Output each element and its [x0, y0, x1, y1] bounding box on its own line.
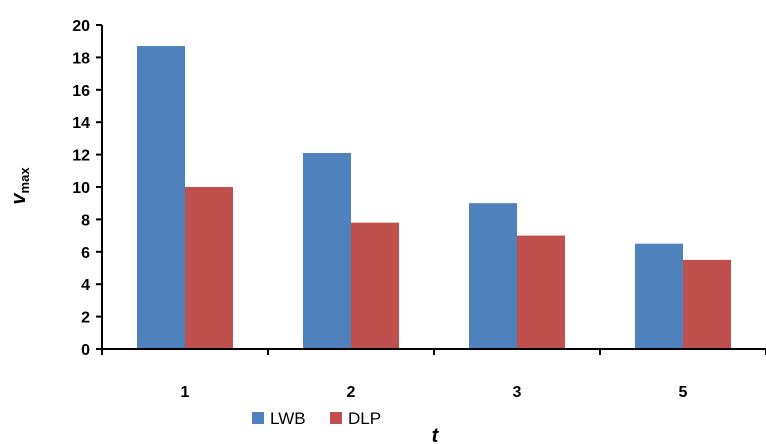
y-tick-label: 10	[72, 180, 90, 197]
x-axis: 1 2 3 5	[101, 348, 766, 401]
y-tick-label: 8	[81, 212, 90, 229]
y-tick-label: 16	[72, 83, 90, 100]
legend-label-lwb: LWB	[270, 409, 306, 428]
y-tick-label: 6	[81, 245, 90, 262]
y-tick-label: 18	[72, 50, 90, 67]
y-tick-label: 2	[81, 310, 90, 327]
bar-dlp-1	[185, 187, 233, 349]
y-axis-title-main: v	[8, 192, 30, 205]
y-tick-label: 4	[81, 277, 90, 294]
x-axis-title: t	[432, 425, 440, 444]
bar-lwb-3	[469, 203, 517, 349]
bar-dlp-3	[517, 235, 565, 349]
y-tick-label: 20	[72, 18, 90, 35]
y-axis: 0 2 4 6 8 10 12 14 16 18 20	[72, 18, 103, 359]
y-tick-label: 14	[72, 115, 90, 132]
x-tick-label: 5	[679, 384, 688, 401]
bar-lwb-5	[635, 243, 683, 349]
legend-swatch-lwb	[252, 412, 264, 424]
bar-dlp-5	[683, 259, 731, 349]
bar-lwb-2	[303, 152, 351, 349]
x-tick-label: 2	[347, 384, 356, 401]
y-axis-title: vmax	[8, 167, 32, 205]
bars	[137, 46, 731, 350]
bar-lwb-1	[137, 46, 185, 350]
bar-dlp-2	[351, 222, 399, 349]
y-tick-label: 0	[81, 342, 90, 359]
y-axis-title-subscript: max	[17, 167, 32, 194]
x-tick-label: 3	[513, 384, 522, 401]
y-tick-label: 12	[72, 148, 90, 165]
legend: LWB DLP	[252, 409, 381, 428]
legend-label-dlp: DLP	[348, 409, 381, 428]
legend-swatch-dlp	[330, 412, 342, 424]
x-tick-label: 1	[181, 384, 190, 401]
